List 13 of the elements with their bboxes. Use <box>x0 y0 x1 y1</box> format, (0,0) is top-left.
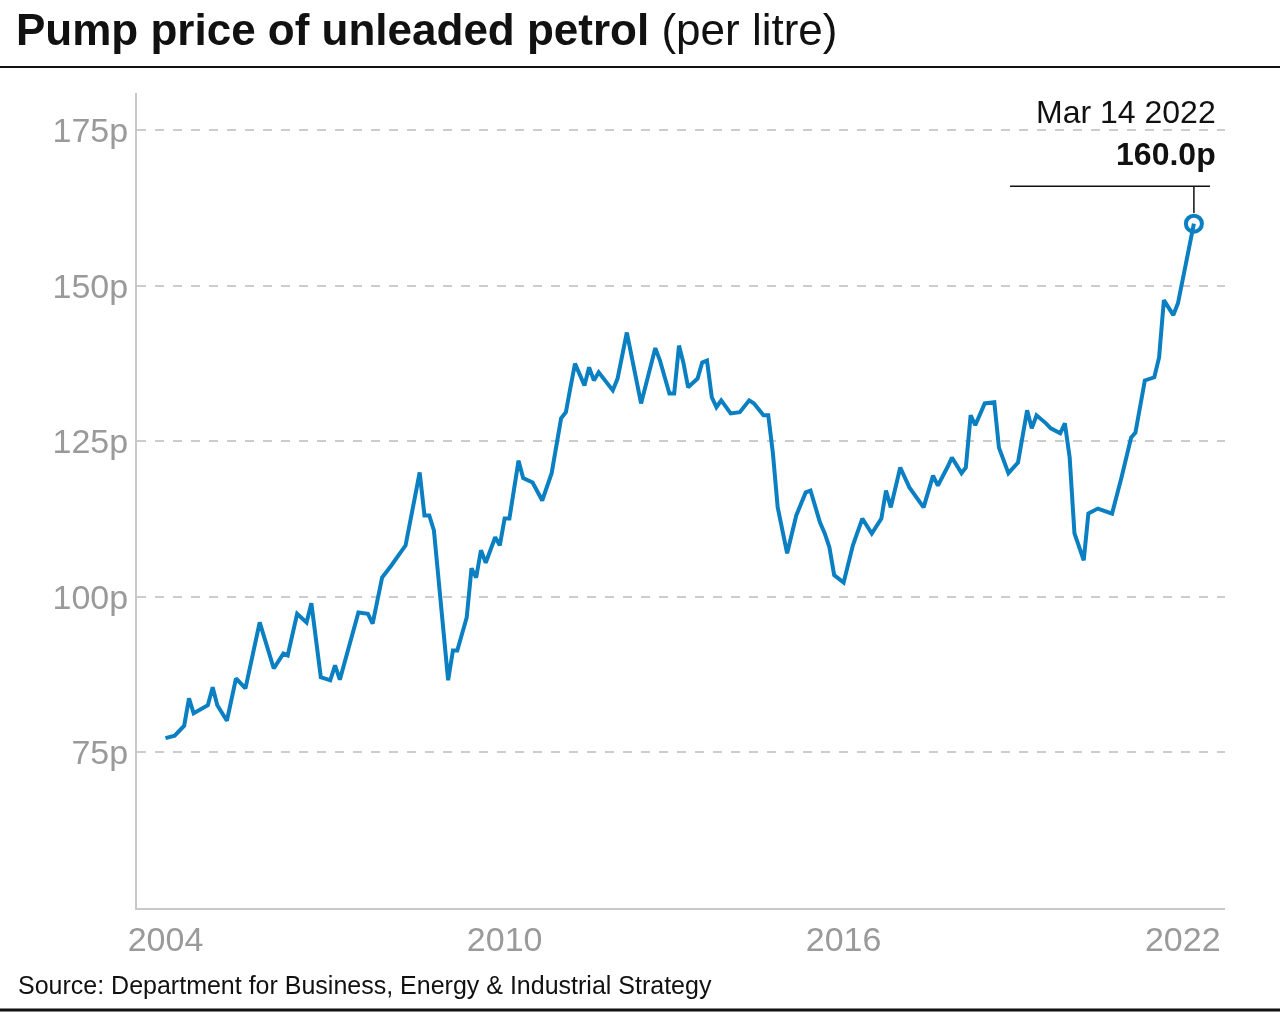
x-tick-label: 2004 <box>127 919 204 958</box>
y-tick-label: 75p <box>71 733 129 772</box>
y-tick-label: 125p <box>52 422 129 461</box>
annotation: Mar 14 2022 160.0p <box>1036 94 1216 172</box>
chart-subtitle: (per litre) <box>661 5 838 55</box>
x-tick-label: 2016 <box>805 919 882 958</box>
x-tick-label: 2022 <box>1144 919 1221 958</box>
y-tick-label: 175p <box>52 111 129 150</box>
y-tick-label: 150p <box>52 266 129 305</box>
y-tick-label: 100p <box>52 577 129 616</box>
x-tick-label: 2010 <box>466 919 543 958</box>
chart-title: Pump price of unleaded petrol <box>16 5 650 55</box>
source-note: Source: Department for Business, Energy & Industrial Strategy <box>18 971 712 999</box>
